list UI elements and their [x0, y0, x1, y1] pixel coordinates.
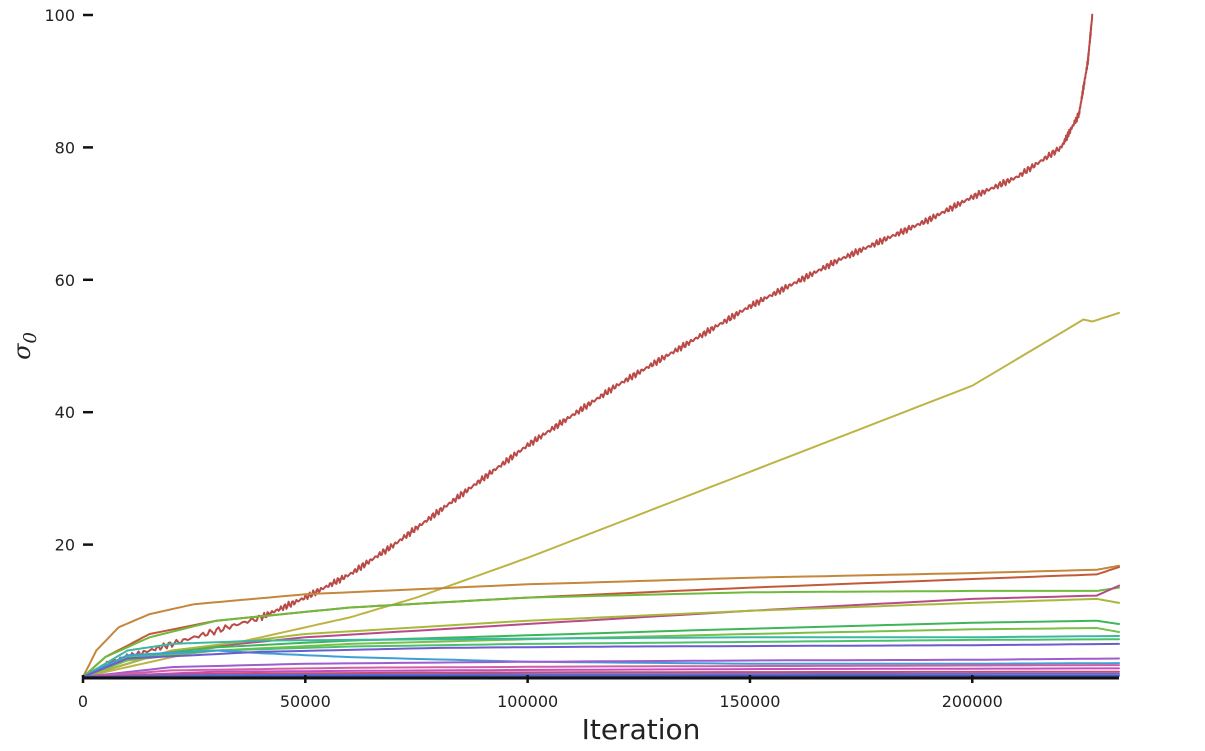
x-tick-label: 0	[78, 692, 88, 711]
series-line-13	[82, 642, 1120, 678]
series-line-7	[82, 597, 1120, 678]
x-tick-label: 50000	[280, 692, 331, 711]
series-line-1	[82, 13, 1094, 678]
x-tick-label: 200000	[942, 692, 1003, 711]
y-ticks: 20 40 60 80 100	[44, 6, 93, 555]
x-tick-label: 100000	[497, 692, 558, 711]
y-tick-label: 60	[55, 271, 75, 290]
series-line-12	[82, 649, 1120, 678]
y-tick-label: 100	[44, 6, 75, 25]
y-tick-label: 20	[55, 536, 75, 555]
series-line-10	[82, 635, 1120, 678]
series-line-3	[82, 564, 1120, 678]
y-axis-title-subscript: 0	[20, 332, 41, 343]
y-tick-label: 80	[55, 138, 75, 157]
series-line-11	[82, 638, 1120, 678]
series-line-15	[82, 664, 1120, 678]
x-ticks: 0 50000 100000 150000 200000	[78, 675, 1003, 711]
series-line-5	[82, 586, 1120, 678]
y-axis-title-main: σ	[8, 343, 36, 360]
series-layer	[82, 13, 1120, 678]
y-tick-label: 40	[55, 403, 75, 422]
x-axis-title: Iteration	[582, 713, 701, 746]
x-tick-label: 150000	[719, 692, 780, 711]
series-line-14	[82, 657, 1120, 678]
y-axis-title: σ0	[8, 332, 41, 360]
series-line-16	[82, 667, 1120, 678]
